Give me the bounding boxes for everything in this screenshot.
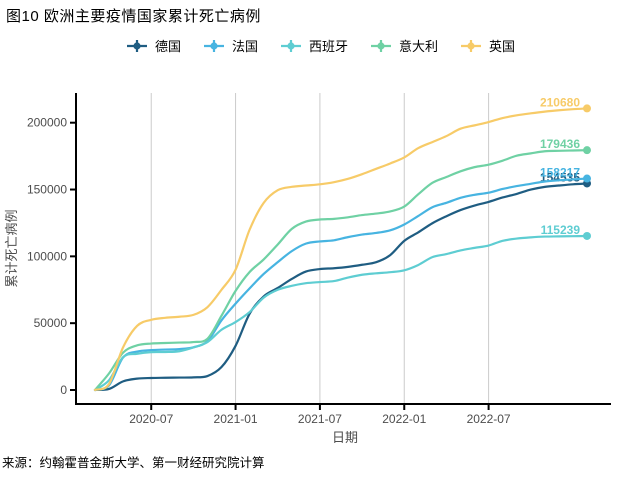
y-tick-label: 150000 [27,183,67,197]
y-tick-label: 50000 [34,316,68,330]
series-end-label-italy: 179436 [540,137,580,151]
legend-key-icon [280,39,301,52]
x-tick-label: 2021-07 [298,412,342,426]
legend-label-italy: 意大利 [399,39,439,54]
x-tick-label: 2020-07 [129,412,173,426]
legend-key-icon [461,39,482,52]
chart-title: 图10 欧洲主要疫情国家累计死亡病例 [6,8,261,25]
x-tick-label: 2022-07 [467,412,511,426]
source-note: 来源：约翰霍普金斯大学、第一财经研究院计算 [2,456,265,470]
x-tick-label: 2022-01 [382,412,426,426]
series-end-label-spain: 115239 [541,223,581,237]
series-line-france [93,177,589,392]
y-tick-label: 0 [60,383,67,397]
legend-label-uk: 英国 [489,39,516,54]
legend-item-germany: 德国 [125,36,181,55]
y-tick-label: 100000 [27,249,67,263]
legend-item-france: 法国 [202,36,258,55]
legend-label-germany: 德国 [154,39,181,54]
series-endpoint-france [583,174,591,183]
series-end-label-uk: 210680 [540,95,580,109]
legend-label-spain: 西班牙 [308,39,348,54]
x-axis-title: 日期 [332,430,358,445]
series-end-label-france: 158217 [540,166,580,180]
legend-item-uk: 英国 [459,36,515,55]
legend-key-icon [126,39,147,52]
legend-key-icon [371,39,391,52]
y-axis-title: 累计死亡病例 [4,209,19,287]
y-tick-label: 200000 [27,116,67,130]
series-line-spain [93,234,589,392]
series-line-italy [93,149,589,392]
series-endpoint-italy [583,146,591,155]
legend-item-italy: 意大利 [369,36,438,55]
legend-label-france: 法国 [231,39,258,54]
legend-key-icon [203,39,224,52]
legend: 德国 法国 西班牙 意大利 英国 [0,36,640,55]
series-line-germany [93,182,589,392]
series-line-uk [93,107,589,392]
series-endpoint-spain [583,231,591,240]
legend-item-spain: 西班牙 [279,36,348,55]
series-endpoint-uk [583,104,591,113]
x-tick-label: 2021-01 [214,412,258,426]
